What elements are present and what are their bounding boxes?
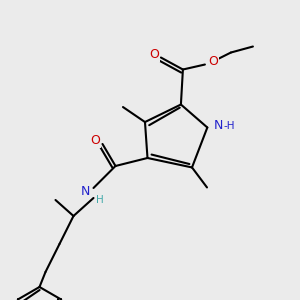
Text: H: H [96, 195, 104, 205]
Text: O: O [149, 48, 159, 61]
Text: N: N [81, 185, 90, 199]
Text: -H: -H [224, 122, 235, 131]
Text: O: O [91, 134, 100, 148]
Text: N: N [214, 119, 223, 132]
Text: O: O [208, 55, 218, 68]
